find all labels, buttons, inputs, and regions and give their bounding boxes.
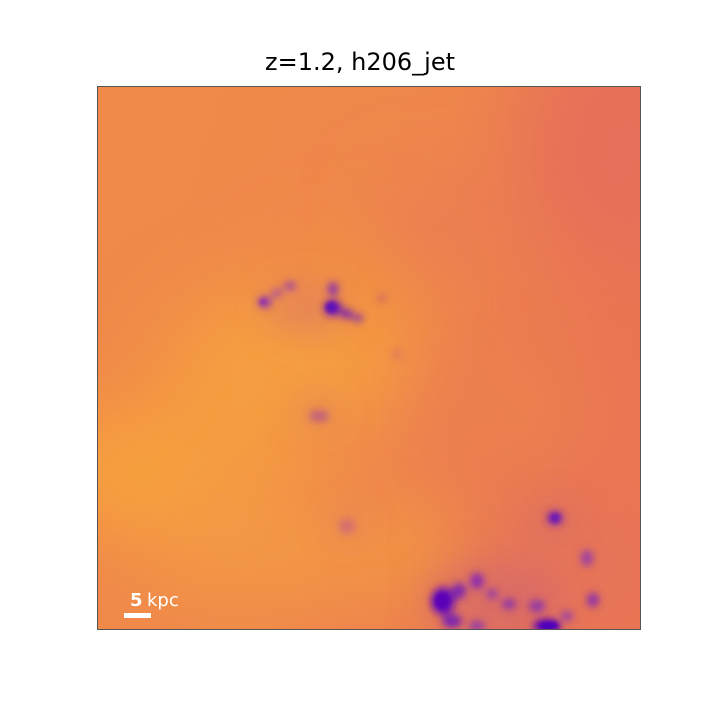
density-map	[97, 86, 640, 629]
cool-gas-regions	[382, 86, 640, 629]
middle-clumps	[309, 410, 355, 534]
scale-bar-value: 5	[130, 590, 143, 611]
scale-bar-unit: kpc	[147, 590, 179, 611]
figure-title: z=1.2, h206_jet	[265, 48, 455, 76]
scale-bar	[124, 613, 151, 618]
density-map-image	[97, 86, 640, 629]
